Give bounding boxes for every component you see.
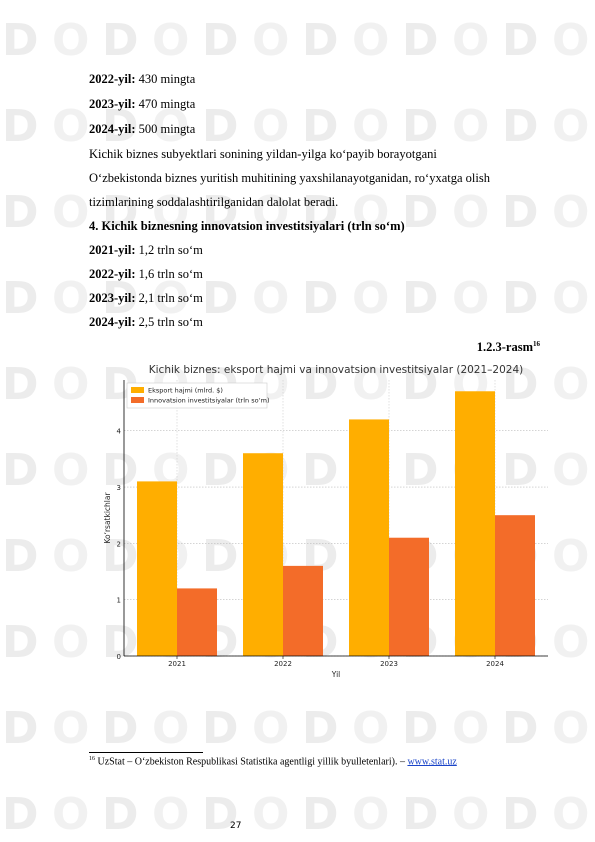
bar-chart: Kichik biznes: eksport hajmi va innovats… bbox=[103, 364, 548, 679]
y-tick-label: 2 bbox=[117, 540, 121, 548]
x-tick-label: 2022 bbox=[274, 660, 292, 668]
page-number: 27 bbox=[230, 821, 242, 831]
list2-item: 2023-yil: 2,1 trln so‘m bbox=[89, 291, 203, 305]
bar-investment bbox=[177, 588, 217, 656]
legend-swatch bbox=[131, 387, 144, 393]
bar-investment bbox=[283, 565, 323, 656]
list1-item: 2024-yil: 500 mingta bbox=[89, 122, 196, 136]
x-axis-label: Yil bbox=[331, 670, 340, 679]
y-axis-label: Ko‘rsatkichlar bbox=[103, 492, 112, 544]
y-tick-label: 3 bbox=[117, 484, 121, 492]
legend-box bbox=[126, 382, 268, 409]
list1-item: 2023-yil: 470 mingta bbox=[89, 97, 196, 111]
list2-item: 2022-yil: 1,6 trln so‘m bbox=[89, 267, 203, 281]
legend-swatch bbox=[131, 397, 144, 403]
bar-investment bbox=[389, 537, 429, 656]
footnote: 16 UzStat – O‘zbekiston Respublikasi Sta… bbox=[89, 756, 457, 768]
x-tick-label: 2023 bbox=[380, 660, 398, 668]
paragraph-line: Kichik biznes subyektlari sonining yilda… bbox=[89, 147, 437, 161]
x-tick-label: 2021 bbox=[168, 660, 186, 668]
section-heading: 4. Kichik biznesning innovatsion investi… bbox=[89, 219, 405, 233]
footnote-link[interactable]: www.stat.uz bbox=[407, 756, 457, 768]
bar-export bbox=[137, 481, 177, 656]
figure-label: 1.2.3-rasm16 bbox=[476, 340, 540, 355]
legend-label: Eksport hajmi (mlrd. $) bbox=[148, 387, 223, 395]
footnote-divider bbox=[89, 752, 203, 753]
y-tick-label: 1 bbox=[117, 597, 121, 605]
list2-item: 2024-yil: 2,5 trln so‘m bbox=[89, 315, 203, 329]
x-tick-label: 2024 bbox=[486, 660, 504, 668]
bar-export bbox=[349, 419, 389, 656]
chart-title: Kichik biznes: eksport hajmi va innovats… bbox=[149, 364, 523, 376]
paragraph-line: O‘zbekistonda biznes yuritish muhitining… bbox=[89, 171, 490, 185]
bar-export bbox=[243, 453, 283, 656]
legend-label: Innovatsion investitsiyalar (trln so‘m) bbox=[148, 397, 270, 405]
paragraph-line: tizimlarining soddalashtirilganidan dalo… bbox=[89, 195, 339, 209]
y-tick-label: 4 bbox=[117, 428, 122, 436]
bar-investment bbox=[495, 515, 535, 656]
list1-item: 2022-yil: 430 mingta bbox=[89, 72, 196, 86]
y-tick-label: 0 bbox=[117, 653, 121, 661]
bar-export bbox=[455, 391, 495, 656]
list2-item: 2021-yil: 1,2 trln so‘m bbox=[89, 243, 203, 257]
